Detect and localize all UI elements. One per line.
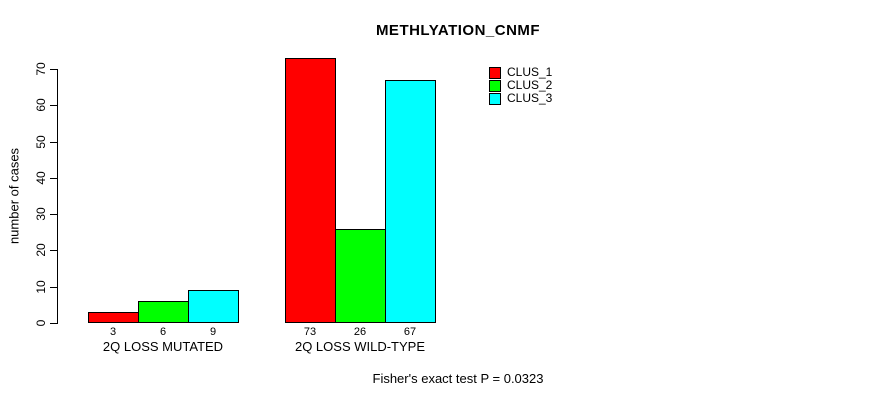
bar-value-label: 6	[159, 326, 167, 338]
bar-clus_2-2	[335, 229, 386, 323]
legend-color-swatch	[489, 66, 501, 79]
legend-label: CLUS_1	[507, 65, 553, 79]
y-axis-tick-label: 70	[34, 62, 48, 76]
bar-clus_3-1	[188, 290, 239, 323]
legend-label: CLUS_3	[507, 91, 553, 105]
y-axis-tick-label: 40	[34, 171, 48, 185]
legend: CLUS_1 CLUS_2 CLUS_3	[489, 66, 552, 105]
fisher-test-note: Fisher's exact test P = 0.0323	[372, 371, 544, 386]
bar-clus_1-1	[88, 312, 139, 323]
y-axis-tick-label: 30	[34, 207, 48, 221]
y-axis-tick	[50, 287, 57, 288]
y-axis-tick	[50, 142, 57, 143]
legend-color-swatch	[489, 92, 501, 105]
bar-value-label: 67	[403, 326, 417, 338]
category-label: 2Q LOSS MUTATED	[102, 339, 224, 354]
legend-item: CLUS_3	[489, 92, 552, 105]
y-axis-tick	[50, 214, 57, 215]
legend-color-swatch	[489, 79, 501, 92]
y-axis-title: number of cases	[6, 147, 22, 245]
chart-title: METHLYATION_CNMF	[375, 22, 541, 39]
y-axis-line	[57, 69, 58, 324]
y-axis-tick-label: 10	[34, 280, 48, 294]
y-axis-tick-label: 20	[34, 243, 48, 257]
category-label: 2Q LOSS WILD-TYPE	[294, 339, 426, 354]
bar-value-label: 26	[353, 326, 367, 338]
y-axis-tick	[50, 323, 57, 324]
bar-value-label: 3	[109, 326, 117, 338]
bar-clus_3-2	[385, 80, 436, 323]
y-axis-tick	[50, 178, 57, 179]
y-axis-tick-label: 0	[34, 319, 48, 327]
bar-clus_2-1	[138, 301, 189, 323]
y-axis-tick	[50, 69, 57, 70]
bar-value-label: 9	[209, 326, 217, 338]
bar-value-label: 73	[303, 326, 317, 338]
legend-item: CLUS_2	[489, 79, 552, 92]
y-axis-tick-label: 60	[34, 98, 48, 112]
y-axis-tick	[50, 105, 57, 106]
legend-item: CLUS_1	[489, 66, 552, 79]
y-axis-tick	[50, 250, 57, 251]
legend-label: CLUS_2	[507, 78, 553, 92]
bar-clus_1-2	[285, 58, 336, 323]
y-axis-tick-label: 50	[34, 135, 48, 149]
